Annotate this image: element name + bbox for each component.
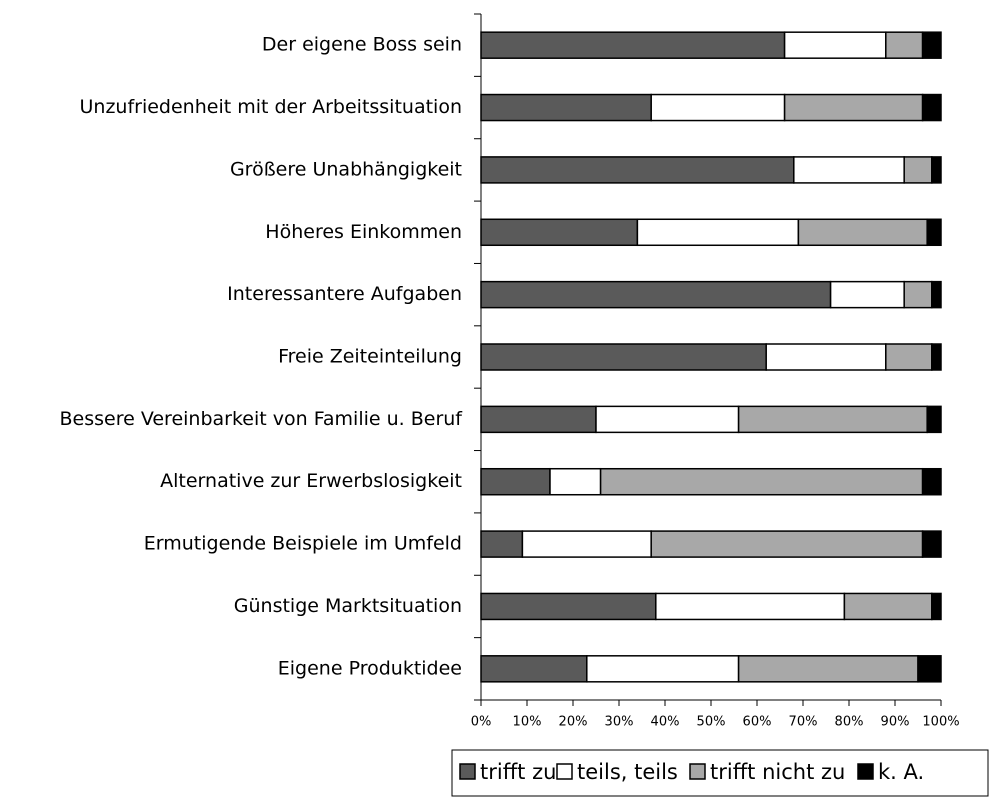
bar-segment (917, 655, 942, 683)
bar-segment (931, 343, 942, 371)
bar-segment (650, 93, 786, 122)
bar-segment (480, 93, 652, 122)
bar-segment (480, 31, 786, 59)
bar-segment (783, 31, 887, 59)
bar-segment (783, 93, 924, 122)
bar-segment (765, 343, 887, 371)
bar-segment (926, 218, 942, 247)
bar-segment (885, 343, 933, 371)
legend-swatch (857, 763, 874, 780)
category-label: Freie Zeiteinteilung (278, 346, 462, 368)
legend-swatch (689, 763, 706, 780)
bar-segment (480, 655, 588, 683)
x-tick-label: 30% (605, 715, 634, 730)
bar-segment (521, 530, 652, 558)
legend-swatch (459, 763, 476, 780)
bar-segment (549, 467, 602, 496)
bar-segment (885, 31, 924, 59)
bar-segment (797, 218, 928, 247)
x-tick-label: 40% (651, 715, 680, 730)
x-tick-label: 90% (881, 715, 910, 730)
category-label: Unzufriedenheit mit der Arbeitssituation (80, 96, 463, 118)
category-label: Größere Unabhängigkeit (230, 158, 462, 180)
bar-segment (737, 405, 928, 434)
bar-segment (737, 655, 919, 683)
bar-segment (480, 467, 551, 496)
category-label: Der eigene Boss sein (262, 34, 462, 56)
category-label: Günstige Marktsituation (234, 595, 462, 617)
category-label: Interessantere Aufgaben (227, 283, 462, 305)
category-label: Alternative zur Erwerbslosigkeit (160, 470, 462, 492)
x-tick-label: 0% (471, 715, 492, 730)
legend-box (451, 749, 989, 797)
legend-label: teils, teils (577, 760, 678, 784)
bar-segment (480, 405, 597, 434)
bar-segment (921, 93, 942, 122)
bar-segment (931, 592, 942, 621)
legend-label: k. A. (878, 760, 924, 784)
bar-segment (636, 218, 800, 247)
legend-label: trifft zu (480, 760, 556, 784)
category-label: Eigene Produktidee (278, 657, 462, 679)
bar-segment (480, 280, 832, 309)
bar-segment (921, 31, 942, 59)
x-tick-label: 20% (559, 715, 588, 730)
bar-segment (480, 530, 524, 558)
bar-segment (650, 530, 924, 558)
bar-segment (903, 156, 933, 184)
bar-segment (921, 467, 942, 496)
category-label: Ermutigende Beispiele im Umfeld (144, 533, 462, 555)
x-tick-label: 100% (922, 715, 959, 730)
bar-segment (829, 280, 905, 309)
x-tick-label: 10% (513, 715, 542, 730)
x-tick-label: 50% (697, 715, 726, 730)
category-label: Bessere Vereinbarkeit von Familie u. Ber… (60, 408, 464, 430)
bar-segment (931, 156, 942, 184)
bar-segment (655, 592, 846, 621)
x-tick-label: 80% (835, 715, 864, 730)
bar-segment (926, 405, 942, 434)
bar-segment (595, 405, 740, 434)
bar-segment (480, 218, 639, 247)
bar-segment (931, 280, 942, 309)
bar-segment (480, 343, 767, 371)
bar-segment (843, 592, 933, 621)
bar-segment (793, 156, 905, 184)
legend-label: trifft nicht zu (710, 760, 845, 784)
bar-segment (586, 655, 740, 683)
bar-segment (599, 467, 924, 496)
x-tick-label: 70% (789, 715, 818, 730)
category-label: Höheres Einkommen (265, 221, 462, 243)
legend-swatch (556, 763, 573, 780)
bar-segment (480, 592, 657, 621)
bar-segment (480, 156, 795, 184)
bar-segment (921, 530, 942, 558)
bar-segment (903, 280, 933, 309)
x-tick-label: 60% (743, 715, 772, 730)
